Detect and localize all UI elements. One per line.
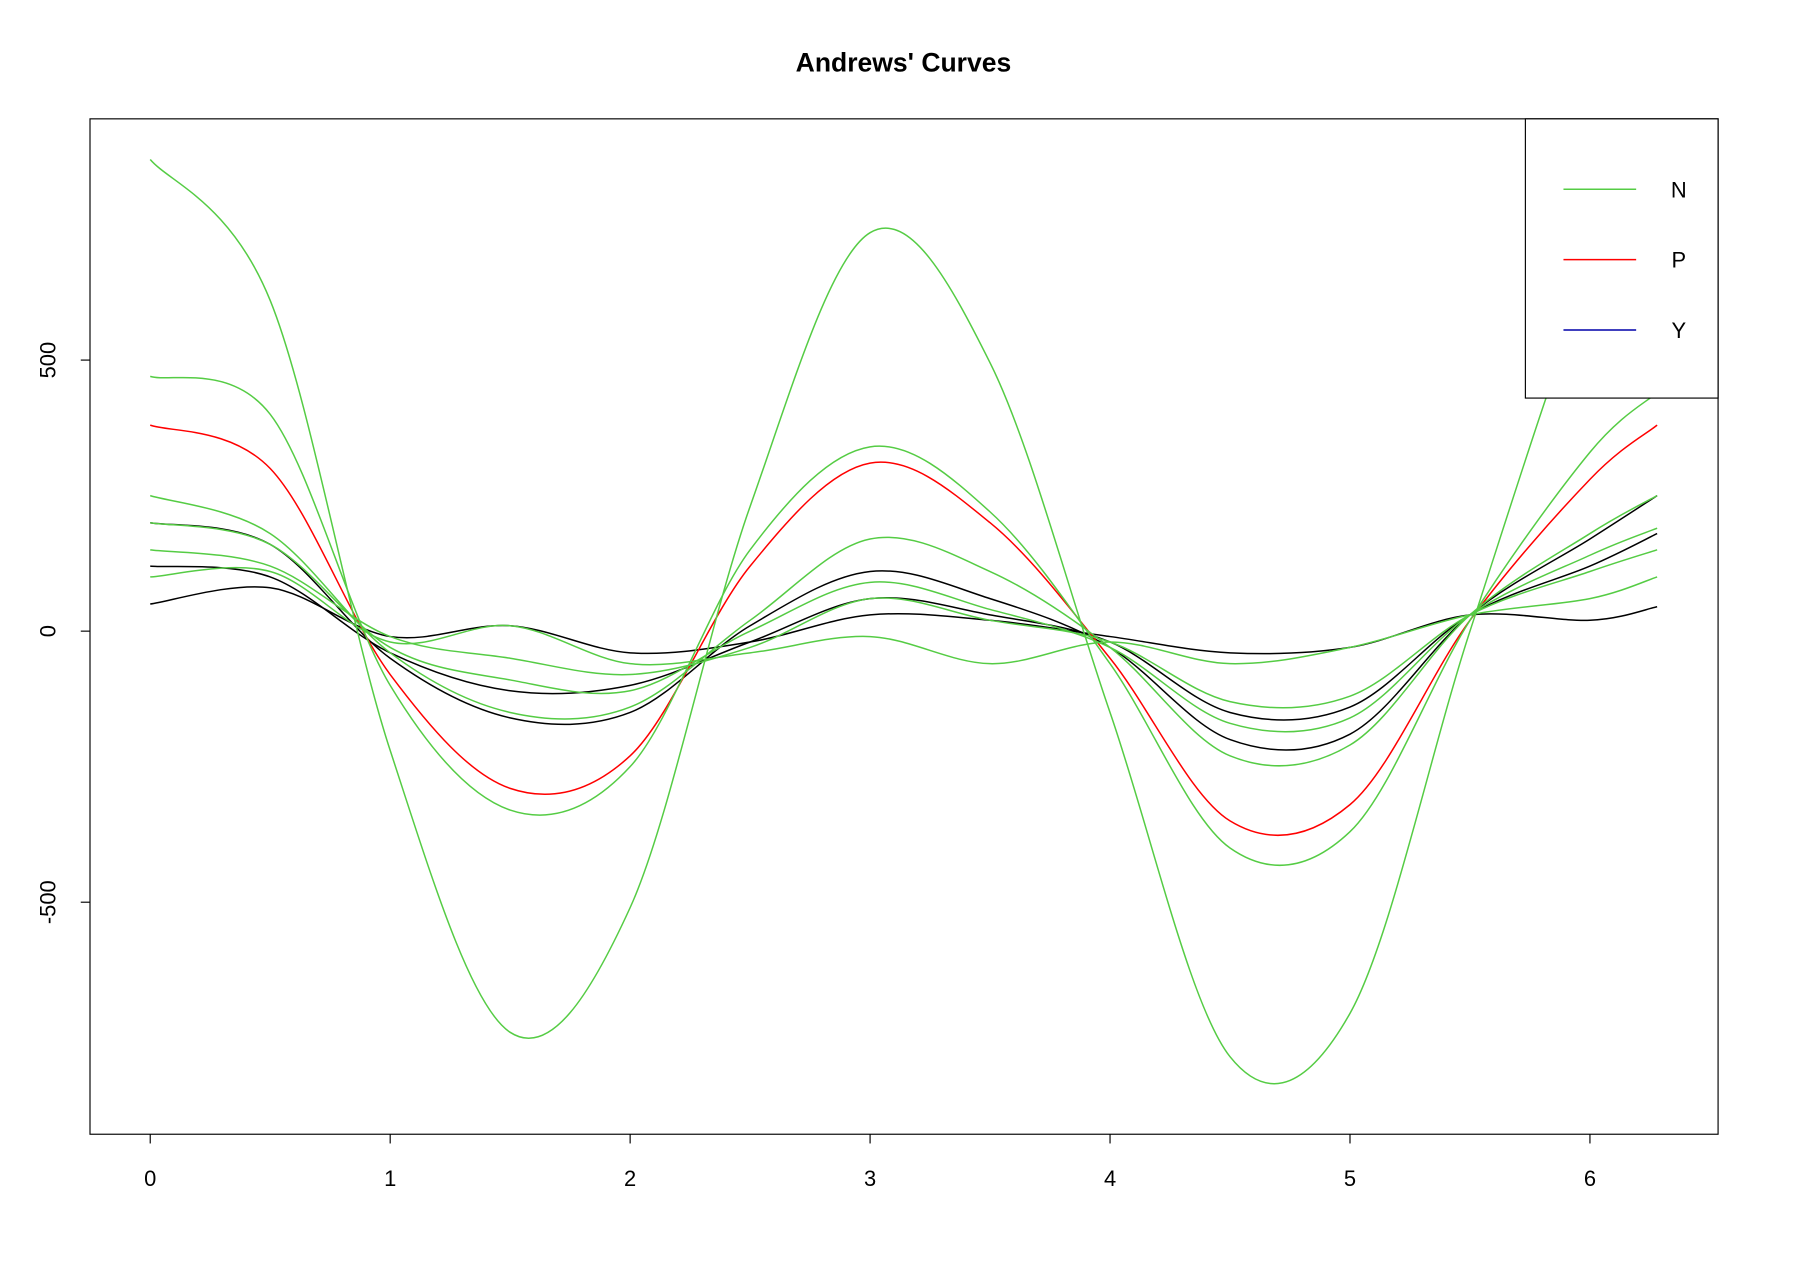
curve [150, 549, 1658, 709]
curve [150, 494, 1658, 751]
curve [149, 159, 1658, 1085]
x-tick-label: 4 [1104, 1166, 1116, 1191]
x-tick-label: 3 [864, 1166, 876, 1191]
x-tick-label: 1 [384, 1166, 396, 1191]
curve [150, 494, 1658, 767]
y-tick-label: 0 [35, 625, 60, 637]
y-tick-label: -500 [35, 880, 60, 924]
legend-label: N [1671, 177, 1687, 202]
x-tick-label: 0 [144, 1166, 156, 1191]
legend-label: P [1672, 248, 1687, 273]
legend-box [1524, 118, 1719, 399]
legend-label: Y [1672, 318, 1687, 343]
x-tick-label: 6 [1584, 1166, 1596, 1191]
curves [149, 159, 1658, 1085]
curve [150, 566, 1658, 666]
curve [149, 424, 1658, 837]
curve [150, 586, 1658, 655]
x-tick-label: 5 [1344, 1166, 1356, 1191]
y-tick-label: 500 [35, 342, 60, 379]
chart-title: Andrews' Curves [796, 48, 1012, 78]
x-tick-label: 2 [624, 1166, 636, 1191]
plot-frame [89, 118, 1719, 1135]
curve [150, 375, 1658, 866]
curve [150, 521, 1658, 733]
